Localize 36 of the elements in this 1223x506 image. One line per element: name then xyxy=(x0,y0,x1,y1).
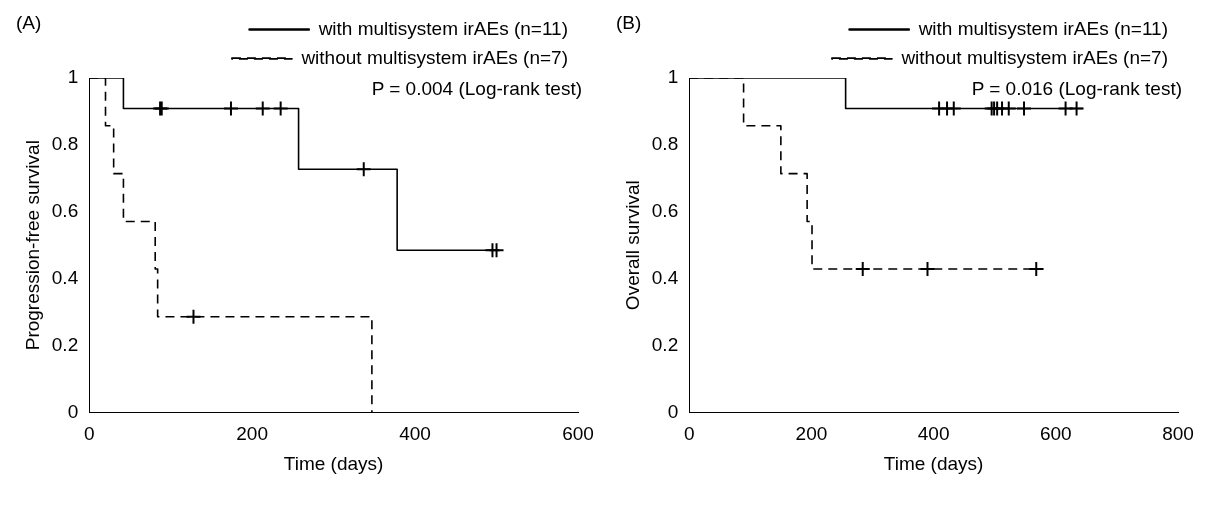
y-tick-label: 0.4 xyxy=(51,266,79,288)
x-tick-label: 0 xyxy=(683,423,695,445)
y-tick-label: 0 xyxy=(67,400,79,422)
y-axis-title: Overall survival xyxy=(621,180,643,311)
x-tick-label: 600 xyxy=(1039,423,1072,445)
y-tick-label: 1 xyxy=(667,66,679,88)
text: (B) xyxy=(616,11,642,33)
x-tick-label: 0 xyxy=(83,423,95,445)
x-axis-title: Time (days) xyxy=(883,452,984,474)
point xyxy=(254,100,271,117)
point xyxy=(222,100,239,117)
x-tick-label: 800 xyxy=(1162,423,1194,445)
legend-label: with multisystem irAEs (n=11) xyxy=(917,17,1169,39)
y-tick-label: 0.6 xyxy=(651,199,679,221)
x-tick-label: 200 xyxy=(795,423,828,445)
y-tick-label: 0.6 xyxy=(51,199,79,221)
x-axis-title: Time (days) xyxy=(283,452,384,474)
y-tick-label: 0.2 xyxy=(651,333,679,355)
point xyxy=(272,100,289,117)
annotation: P = 0.016 (Log-rank test) xyxy=(971,77,1182,99)
annotation: P = 0.004 (Log-rank test) xyxy=(371,77,582,99)
text: (A) xyxy=(16,11,42,33)
legend-label: with multisystem irAEs (n=11) xyxy=(317,17,569,39)
legend-label: without multisystem irAEs (n=7) xyxy=(900,46,1169,68)
y-tick-label: 0.2 xyxy=(51,333,79,355)
y-tick-label: 0.8 xyxy=(651,133,679,155)
x-tick-label: 400 xyxy=(399,423,431,445)
y-tick-label: 0 xyxy=(667,400,679,422)
x-tick-label: 600 xyxy=(562,423,594,445)
y-tick-label: 1 xyxy=(67,66,79,88)
y-tick-label: 0.4 xyxy=(651,266,679,288)
legend-label: without multisystem irAEs (n=7) xyxy=(300,46,569,68)
y-tick-label: 0.8 xyxy=(51,133,79,155)
x-tick-label: 200 xyxy=(236,423,268,445)
y-axis-title: Progression-free survival xyxy=(21,140,43,351)
x-tick-label: 400 xyxy=(917,423,950,445)
